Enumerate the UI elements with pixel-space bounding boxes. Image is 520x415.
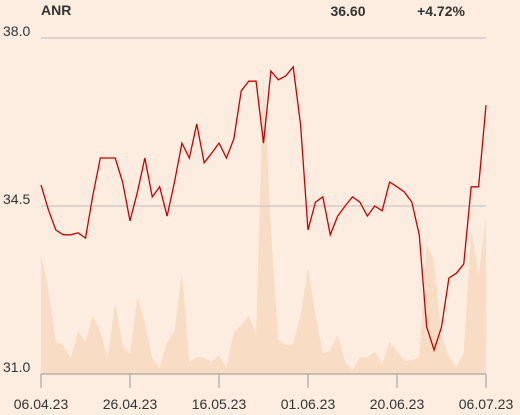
x-tick-label: 06.07.23 [459,396,514,412]
price: 36.60 [330,3,365,19]
volume-area [41,75,486,374]
x-tick-label: 16.05.23 [192,396,247,412]
x-tick-label: 01.06.23 [281,396,336,412]
y-tick-label: 34.5 [3,191,30,207]
x-tick-label: 26.04.23 [103,396,158,412]
x-tick-label: 06.04.23 [14,396,69,412]
price-line [40,65,487,353]
x-tick-label: 20.06.23 [370,396,425,412]
y-tick-label: 31.0 [3,359,30,375]
y-tick-label: 38.0 [3,23,30,39]
change: +4.72% [417,3,465,19]
ticker: ANR [41,2,71,18]
